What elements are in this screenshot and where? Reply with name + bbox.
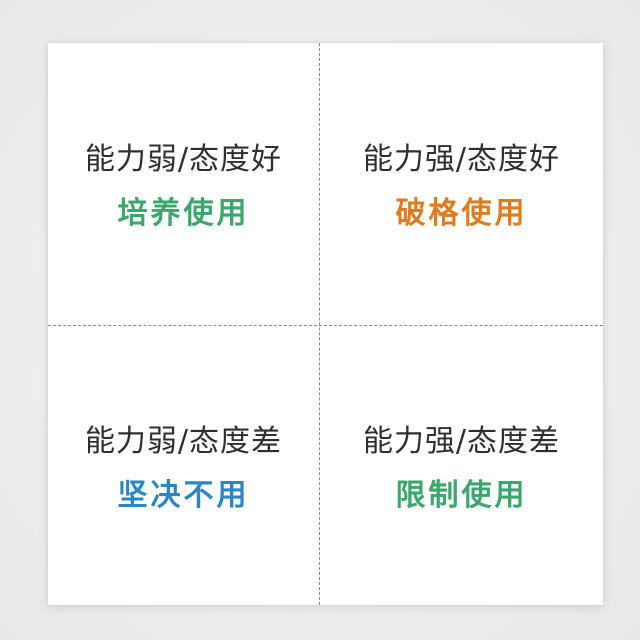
quadrant-condition: 能力弱/态度好 bbox=[84, 141, 283, 177]
quadrant-condition: 能力强/态度差 bbox=[362, 423, 561, 459]
vertical-dashed-divider bbox=[319, 43, 320, 605]
matrix-card: 能力弱/态度好 培养使用 能力强/态度好 破格使用 能力弱/态度差 坚决不用 能… bbox=[48, 43, 603, 605]
quadrant-top-left: 能力弱/态度好 培养使用 bbox=[48, 43, 319, 324]
quadrant-action: 培养使用 bbox=[117, 195, 250, 231]
quadrant-action: 破格使用 bbox=[395, 195, 528, 231]
quadrant-action: 限制使用 bbox=[395, 477, 528, 513]
quadrant-bottom-left: 能力弱/态度差 坚决不用 bbox=[48, 326, 319, 605]
quadrant-top-right: 能力强/态度好 破格使用 bbox=[320, 43, 603, 324]
quadrant-condition: 能力弱/态度差 bbox=[84, 423, 283, 459]
quadrant-action: 坚决不用 bbox=[117, 477, 250, 513]
horizontal-dashed-divider bbox=[48, 325, 603, 326]
quadrant-bottom-right: 能力强/态度差 限制使用 bbox=[320, 326, 603, 605]
quadrant-condition: 能力强/态度好 bbox=[362, 141, 561, 177]
